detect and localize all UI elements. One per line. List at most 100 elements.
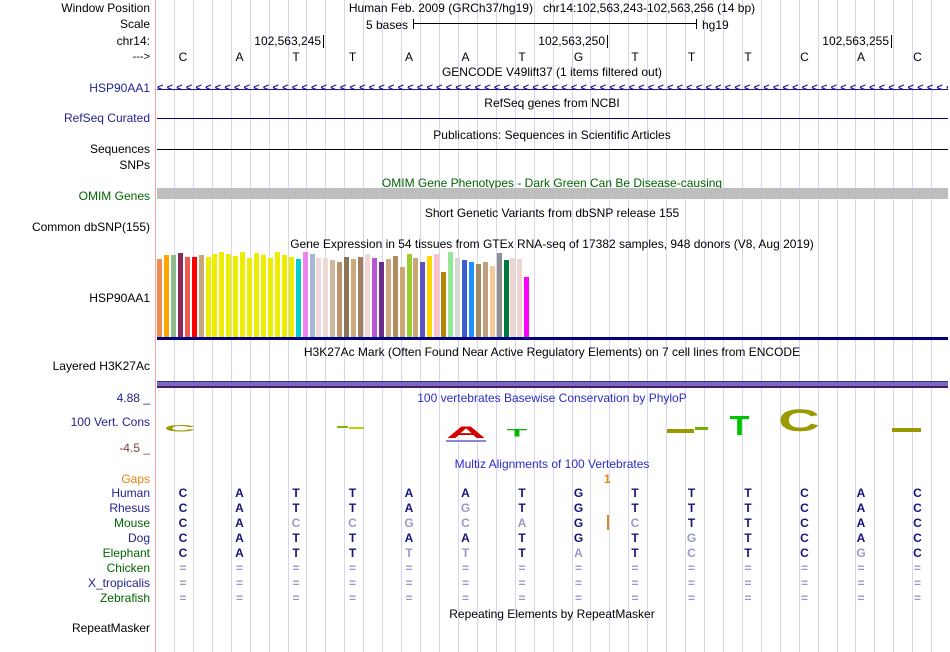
aligned-base: =: [631, 591, 639, 605]
gtex-bar[interactable]: [316, 258, 322, 337]
gene-line[interactable]: [157, 89, 948, 90]
gtex-bar[interactable]: [267, 258, 273, 337]
gtex-bar[interactable]: [191, 257, 197, 337]
aligned-base: =: [348, 591, 357, 605]
track-label-common-dbsnp[interactable]: Common dbSNP(155): [31, 220, 150, 234]
gtex-bar[interactable]: [517, 259, 523, 337]
aligned-base: G: [573, 516, 584, 530]
gtex-bar[interactable]: [427, 256, 433, 337]
gtex-bar[interactable]: [260, 255, 266, 337]
species-label-zebrafish[interactable]: Zebrafish: [99, 591, 150, 605]
gtex-bar[interactable]: [184, 257, 190, 337]
species-label-x_tropicalis[interactable]: X_tropicalis: [87, 576, 150, 590]
species-label-mouse[interactable]: Mouse: [113, 516, 150, 530]
gtex-bar[interactable]: [247, 258, 253, 337]
track-label-100-vert-cons[interactable]: 100 Vert. Cons: [70, 415, 150, 429]
gtex-bar[interactable]: [226, 254, 232, 337]
gtex-bar[interactable]: [503, 260, 509, 337]
species-label-human[interactable]: Human: [111, 486, 150, 500]
track-label-refseq-curated[interactable]: RefSeq Curated: [63, 111, 150, 125]
gtex-bar[interactable]: [455, 258, 460, 337]
svg-text:T: T: [507, 427, 528, 439]
gtex-bar[interactable]: [302, 252, 308, 337]
aligned-base: T: [292, 501, 300, 515]
track-label-sequences[interactable]: Sequences: [89, 142, 150, 156]
aligned-base: =: [179, 591, 187, 605]
aligned-base: C: [178, 546, 188, 560]
gene-direction-arrows[interactable]: <<<<<<<<<<<<<<<<<<<<<<<<<<<<<<<<<<<<<<<<…: [157, 83, 948, 94]
grid-line: [760, 0, 762, 652]
publications-sequence-line[interactable]: [157, 149, 948, 150]
gtex-bar[interactable]: [170, 255, 176, 337]
gtex-bar[interactable]: [330, 260, 336, 337]
gtex-bar[interactable]: [219, 252, 225, 337]
species-label-chicken[interactable]: Chicken: [106, 561, 150, 575]
gtex-bar[interactable]: [510, 258, 516, 337]
species-label-rhesus[interactable]: Rhesus: [109, 501, 150, 515]
omim-gene-bar[interactable]: [157, 188, 948, 199]
refseq-gene-line[interactable]: [157, 118, 948, 119]
gtex-bar[interactable]: [413, 258, 419, 337]
gtex-bar[interactable]: [371, 258, 377, 337]
gtex-bar[interactable]: [378, 262, 384, 337]
track-label-snps[interactable]: SNPs: [119, 158, 150, 172]
gtex-bar[interactable]: [448, 252, 454, 337]
gtex-bar[interactable]: [157, 259, 162, 337]
gtex-bar[interactable]: [205, 257, 211, 337]
gtex-bar[interactable]: [323, 258, 329, 337]
gtex-bar[interactable]: [468, 262, 474, 337]
track-label-omim-genes[interactable]: OMIM Genes: [78, 189, 150, 203]
gtex-bar[interactable]: [240, 252, 246, 337]
gtex-bar[interactable]: [274, 252, 280, 337]
reference-base-letter: T: [348, 50, 357, 64]
gtex-bar[interactable]: [482, 262, 488, 337]
gtex-bar[interactable]: [288, 257, 294, 337]
track-label-repeatmasker[interactable]: RepeatMasker: [71, 621, 150, 635]
aligned-base: =: [292, 591, 300, 605]
gtex-bar[interactable]: [385, 259, 391, 337]
gtex-bar[interactable]: [420, 262, 426, 337]
gtex-bar[interactable]: [177, 253, 183, 337]
gtex-bar[interactable]: [212, 254, 218, 337]
gtex-bar[interactable]: [198, 255, 204, 337]
gtex-bar[interactable]: [496, 253, 502, 337]
reference-base-letter: T: [687, 50, 696, 64]
aligned-base: T: [631, 546, 639, 560]
gtex-bar[interactable]: [475, 264, 481, 337]
aligned-base: =: [348, 576, 357, 590]
gtex-bar[interactable]: [351, 259, 356, 337]
species-label-dog[interactable]: Dog: [127, 531, 150, 545]
gtex-bar[interactable]: [399, 267, 405, 337]
aligned-base: =: [235, 576, 244, 590]
gtex-bar[interactable]: [358, 257, 363, 337]
gtex-bar[interactable]: [295, 259, 301, 337]
gtex-bar[interactable]: [524, 277, 530, 337]
aligned-base: T: [518, 531, 526, 545]
gtex-bar[interactable]: [406, 254, 412, 337]
grid-line: [609, 0, 611, 652]
gtex-bar[interactable]: [309, 254, 315, 337]
gtex-bar[interactable]: [233, 256, 239, 337]
phylop-glyph-dash: [446, 440, 486, 442]
gtex-bar[interactable]: [489, 266, 495, 337]
track-label-hsp90aa1-gtex[interactable]: HSP90AA1: [89, 291, 150, 305]
gtex-baseline[interactable]: [157, 337, 948, 340]
track-label-gaps[interactable]: Gaps: [121, 472, 150, 486]
track-label-hsp90aa1-gene[interactable]: HSP90AA1: [89, 81, 150, 95]
gtex-bar[interactable]: [364, 254, 370, 337]
gtex-bar[interactable]: [441, 272, 447, 337]
aligned-base: =: [631, 561, 639, 575]
gtex-bar[interactable]: [163, 255, 169, 337]
gtex-bar[interactable]: [337, 262, 343, 337]
gtex-bar[interactable]: [344, 257, 350, 337]
gtex-bar[interactable]: [392, 256, 398, 337]
gtex-bar[interactable]: [434, 254, 440, 337]
aligned-base: =: [631, 576, 639, 590]
track-label-layered-h3k27ac[interactable]: Layered H3K27Ac: [52, 359, 150, 373]
phylop-glyph-dash: [667, 429, 694, 433]
gtex-bar[interactable]: [281, 255, 287, 337]
gtex-bar[interactable]: [461, 260, 467, 337]
species-label-elephant[interactable]: Elephant: [102, 546, 150, 560]
aligned-base: A: [461, 486, 470, 500]
gtex-bar[interactable]: [254, 253, 259, 337]
